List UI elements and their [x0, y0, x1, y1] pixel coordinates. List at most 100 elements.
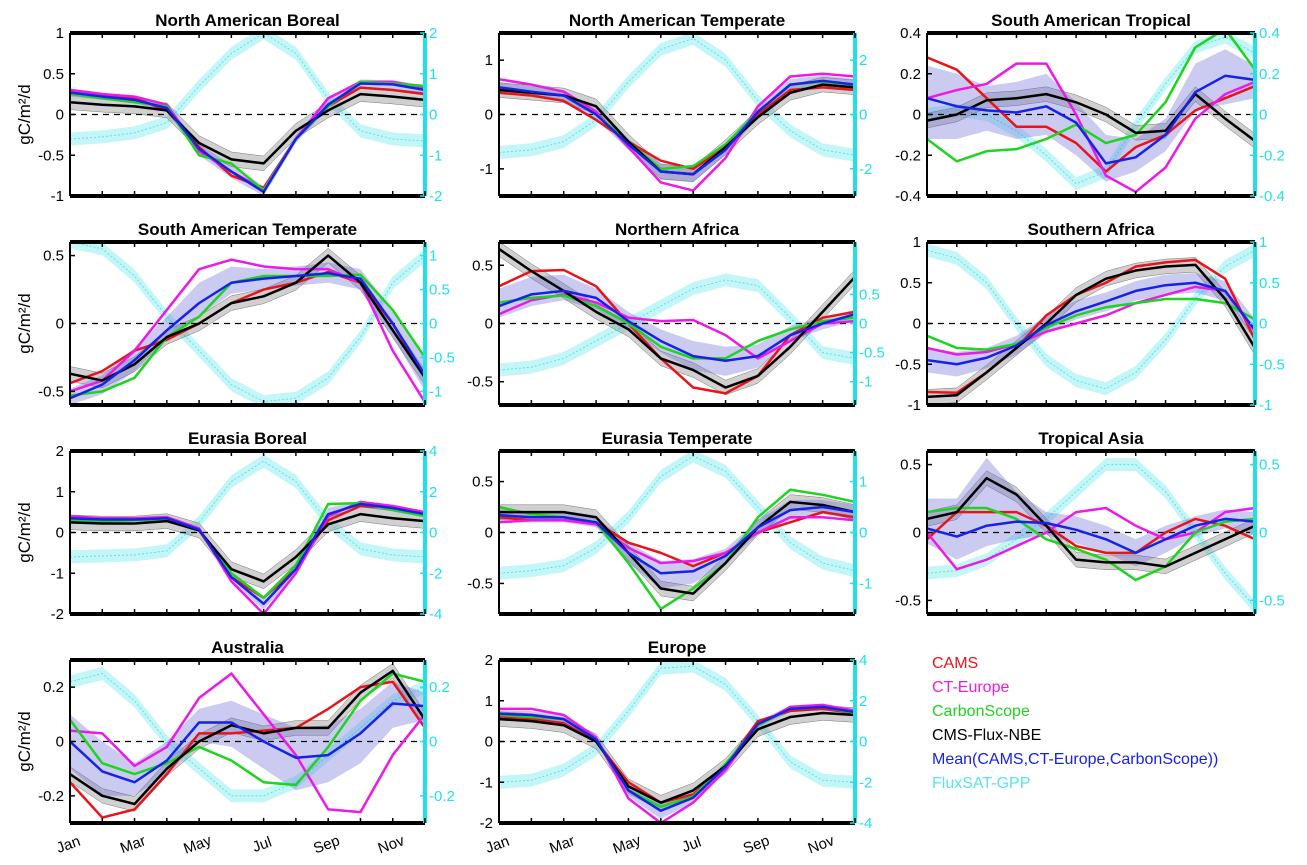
y-tick-label: 0.4: [900, 25, 921, 42]
x-tick-label: Nov: [806, 832, 837, 857]
series-line-mean: [499, 79, 855, 176]
fluxsat-line: [499, 37, 855, 156]
y2-tick-label: 1: [859, 474, 867, 491]
y2-tick-label: -2: [859, 161, 872, 178]
x-tick-label: Mar: [547, 832, 577, 857]
y2-tick-label: -0.2: [1259, 147, 1285, 164]
y2-tick-label: -0.4: [1259, 188, 1285, 205]
plot-area: [927, 457, 1255, 614]
series-line-ct-europe: [927, 285, 1255, 356]
mean-spread-band: [499, 75, 855, 183]
y2-tick-label: 0: [1259, 525, 1267, 542]
series-line-mean: [927, 74, 1255, 165]
y-tick-label: -1: [51, 565, 64, 582]
panel-title: South American Tropical: [991, 11, 1191, 30]
panel-southern-africa: Southern Africa -1 -0.5 0 0.5 1 -1 -0.5 0 0.5 1: [895, 220, 1285, 414]
y2-tick-label: 0.2: [1259, 66, 1280, 83]
y-tick-label: -2: [51, 606, 64, 623]
plot-area: [927, 243, 1255, 405]
plot-area: [70, 242, 425, 405]
legend-entry-fluxsat: FluxSAT-GPP: [932, 775, 1030, 792]
plot-area: [927, 33, 1255, 194]
panel-eurasia-boreal: Eurasia Boreal -2 -1 0 1 2 -4 -2 0 2 4 gC/m²/d: [15, 429, 442, 623]
y2-tick-label: 0.5: [1259, 457, 1280, 474]
fluxsat-line: [70, 242, 425, 403]
panel-title: Europe: [648, 638, 707, 657]
fluxsat-line: [499, 665, 855, 783]
y2-tick-label: -1: [859, 575, 872, 592]
x-tick-label: Sep: [311, 832, 342, 857]
y-tick-label: 0.5: [43, 66, 64, 83]
legend: CAMS CT-Europe CarbonScope CMS-Flux-NBE Mean…: [932, 655, 1218, 792]
plot-area: [70, 663, 425, 819]
series-line-ct-europe: [499, 515, 855, 565]
fluxsat-band: [927, 33, 1255, 191]
y2-tick-label: -1: [1259, 397, 1272, 414]
panel-south-american-temperate: South American Temperate -0.5 0 0.5 -1 -0.5 0 0…: [15, 220, 455, 407]
y-tick-label: -0.4: [895, 188, 921, 205]
y-tick-label: -0.2: [38, 788, 64, 805]
y-tick-label: 0.2: [900, 66, 921, 83]
series-line-mean: [927, 281, 1255, 366]
panel-title: Tropical Asia: [1038, 429, 1144, 448]
series-line-cms-flux-nbe: [70, 512, 425, 583]
fluxsat-band: [70, 454, 425, 564]
y2-tick-label: -0.5: [429, 349, 455, 366]
legend-entry-carbonscope: CarbonScope: [932, 703, 1030, 720]
y-tick-label: 0: [485, 734, 493, 751]
y-tick-label: 0: [913, 316, 921, 333]
series-line-cams: [499, 707, 855, 804]
series-line-carbonscope: [70, 273, 425, 397]
y-tick-label: 2: [56, 443, 64, 460]
series-line-carbonscope: [927, 33, 1255, 163]
fluxsat-band: [70, 242, 425, 405]
y2-tick-label: 2: [859, 693, 867, 710]
y-axis-label: gC/m²/d: [15, 84, 34, 144]
y-tick-label: -0.5: [38, 383, 64, 400]
y-tick-label: -1: [480, 774, 493, 791]
series-line-cams: [499, 86, 855, 171]
series-line-carbonscope: [499, 294, 855, 360]
y2-tick-label: -1: [429, 383, 442, 400]
y-tick-label: 1: [56, 25, 64, 42]
y2-tick-label: 0.2: [429, 679, 450, 696]
y2-tick-label: -2: [429, 565, 442, 582]
y2-tick-label: 0: [1259, 107, 1267, 124]
y2-tick-label: 0: [859, 316, 867, 333]
series-line-cms-flux-nbe: [927, 92, 1255, 142]
y-axis-label: gC/m²/d: [15, 502, 34, 562]
y2-tick-label: -4: [429, 606, 442, 623]
series-line-cms-flux-nbe: [70, 669, 425, 806]
y2-tick-label: -1: [429, 147, 442, 164]
fluxsat-band: [70, 667, 425, 803]
y2-tick-label: 1: [429, 248, 437, 265]
y2-tick-label: 0: [429, 525, 437, 542]
y2-tick-label: 0: [859, 107, 867, 124]
panel-australia: Australia -0.2 0 0.2 -0.2 0 0.2 gC/m²/d Jan Mar Ma…: [15, 638, 455, 858]
series-line-mean: [70, 82, 425, 194]
y2-tick-label: 0: [429, 107, 437, 124]
series-line-cms-flux-nbe: [70, 92, 425, 165]
y2-tick-label: -2: [429, 188, 442, 205]
series-line-mean: [70, 702, 425, 784]
panel-tropical-asia: Tropical Asia -0.5 0 0.5 -0.5 0 0.5: [895, 429, 1285, 616]
series-line-ct-europe: [70, 672, 425, 814]
y2-tick-label: -0.2: [429, 788, 455, 805]
y2-tick-label: 0.5: [429, 282, 450, 299]
y-tick-label: 0: [56, 107, 64, 124]
series-line-mean: [499, 289, 855, 363]
panel-title: Australia: [211, 638, 284, 657]
fluxsat-line: [499, 279, 855, 371]
y2-tick-label: -4: [859, 815, 872, 832]
y-tick-label: -0.2: [895, 147, 921, 164]
y-tick-label: 0: [56, 316, 64, 333]
legend-entry-cms-flux-nbe: CMS-Flux-NBE: [932, 727, 1041, 744]
series-line-cms-flux-nbe: [499, 711, 855, 804]
x-tick-label: Nov: [376, 832, 407, 857]
fluxsat-line: [499, 455, 855, 574]
mean-spread-band: [927, 272, 1255, 377]
y-tick-label: 0: [485, 316, 493, 333]
x-tick-label: Jul: [680, 834, 704, 857]
y-tick-label: 0: [913, 107, 921, 124]
